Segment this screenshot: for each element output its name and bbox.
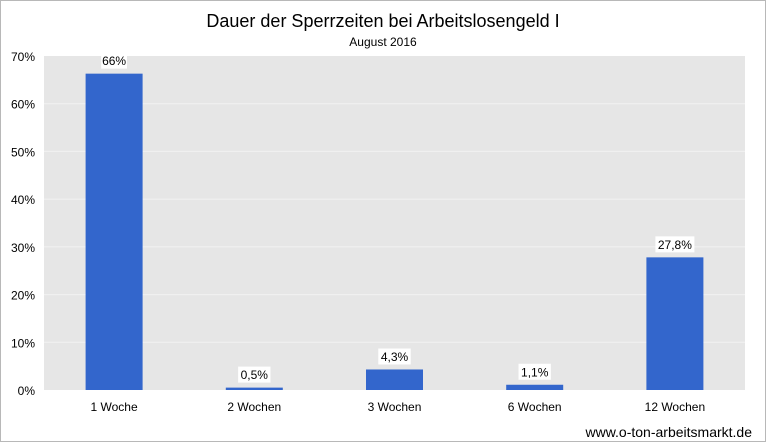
chart-title: Dauer der Sperrzeiten bei Arbeitslosenge… — [206, 11, 559, 31]
bar — [646, 257, 704, 390]
y-axis-ticks: 0% 10% 20% 30% 40% 50% 60% 70% — [11, 50, 35, 398]
bars: 66% 0,5% 4,3% 1,1% 27,8% — [85, 52, 704, 390]
y-tick-label: 50% — [11, 145, 35, 159]
y-tick-label: 60% — [11, 98, 35, 112]
y-tick-label: 70% — [11, 50, 35, 64]
x-tick-label: 1 Woche — [91, 400, 138, 414]
y-tick-label: 30% — [11, 241, 35, 255]
x-tick-label: 2 Wochen — [227, 400, 281, 414]
data-label: 4,3% — [381, 350, 409, 364]
plot-area — [44, 56, 745, 390]
chart-subtitle: August 2016 — [349, 35, 417, 49]
data-label-box — [238, 366, 271, 383]
bar — [366, 369, 423, 390]
gridlines — [44, 103, 745, 343]
data-label-box — [518, 363, 551, 380]
bar — [506, 384, 564, 390]
data-label: 0,5% — [241, 368, 269, 382]
bar — [85, 73, 143, 390]
y-tick-label: 10% — [11, 336, 35, 350]
y-tick-label: 40% — [11, 193, 35, 207]
x-tick-label: 6 Wochen — [508, 400, 562, 414]
x-tick-label: 12 Wochen — [645, 400, 706, 414]
x-axis-ticks: 1 Woche 2 Wochen 3 Wochen 6 Wochen 12 Wochen — [91, 400, 706, 414]
data-label: 66% — [102, 54, 126, 68]
data-label-box — [101, 52, 127, 69]
data-label: 1,1% — [521, 365, 549, 379]
data-label: 27,8% — [658, 238, 692, 252]
y-tick-label: 0% — [18, 384, 36, 398]
y-tick-label: 20% — [11, 289, 35, 303]
bar — [225, 387, 283, 390]
x-tick-label: 3 Wochen — [368, 400, 422, 414]
data-label-box — [655, 236, 695, 253]
data-label-box — [378, 348, 411, 365]
source-credit: www.o-ton-arbeitsmarkt.de — [584, 424, 752, 440]
